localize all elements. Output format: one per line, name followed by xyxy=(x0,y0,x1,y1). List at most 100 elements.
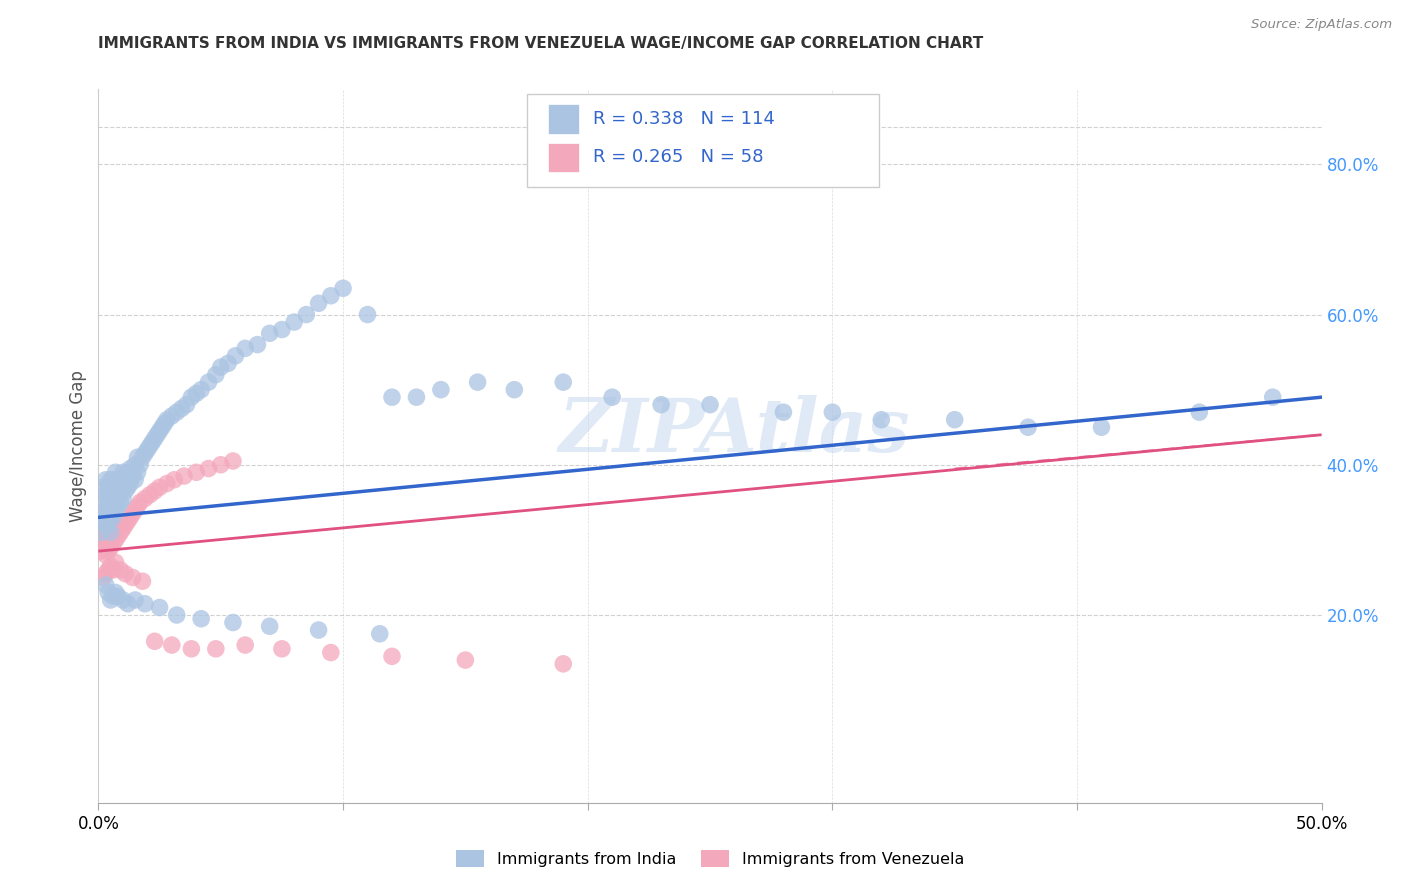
Point xyxy=(503,383,526,397)
Point xyxy=(381,390,404,404)
Point xyxy=(111,491,134,506)
Point xyxy=(94,578,117,592)
Text: ZIPAtlas: ZIPAtlas xyxy=(558,395,910,468)
Point xyxy=(94,488,117,502)
Point xyxy=(100,473,122,487)
Point xyxy=(772,405,794,419)
Point xyxy=(100,510,122,524)
Point xyxy=(120,461,142,475)
Point xyxy=(101,563,124,577)
Point xyxy=(90,510,112,524)
Point xyxy=(131,450,153,465)
Point xyxy=(104,503,127,517)
Point xyxy=(943,413,966,427)
Point xyxy=(430,383,453,397)
Point xyxy=(134,446,156,460)
Point xyxy=(91,495,114,509)
Point xyxy=(90,525,112,540)
Point xyxy=(114,566,136,581)
Point xyxy=(97,503,120,517)
Point xyxy=(143,634,166,648)
Point xyxy=(91,525,114,540)
Y-axis label: Wage/Income Gap: Wage/Income Gap xyxy=(69,370,87,522)
Point xyxy=(222,454,245,468)
Point xyxy=(295,308,318,322)
Point xyxy=(270,641,294,656)
Point xyxy=(1261,390,1284,404)
Point xyxy=(224,349,246,363)
Point xyxy=(91,510,114,524)
Point xyxy=(205,641,228,656)
Point xyxy=(143,432,166,446)
Point xyxy=(381,649,404,664)
Text: IMMIGRANTS FROM INDIA VS IMMIGRANTS FROM VENEZUELA WAGE/INCOME GAP CORRELATION C: IMMIGRANTS FROM INDIA VS IMMIGRANTS FROM… xyxy=(98,36,984,51)
Point xyxy=(100,541,122,555)
Point xyxy=(101,525,124,540)
Point xyxy=(124,503,146,517)
Point xyxy=(97,585,120,599)
Point xyxy=(111,593,134,607)
Point xyxy=(149,480,172,494)
Point xyxy=(101,499,124,513)
Point xyxy=(91,480,114,494)
Point xyxy=(91,536,114,550)
Point xyxy=(100,488,122,502)
Point xyxy=(190,612,212,626)
Point xyxy=(405,390,427,404)
Point xyxy=(97,563,120,577)
Point xyxy=(104,522,127,536)
Point xyxy=(553,657,575,671)
Point xyxy=(117,465,139,479)
Point xyxy=(121,507,143,521)
Point xyxy=(1090,420,1112,434)
Point xyxy=(127,450,149,465)
Point xyxy=(131,574,153,589)
Point xyxy=(100,559,122,574)
Point xyxy=(166,607,188,622)
Point xyxy=(111,522,134,536)
Point xyxy=(209,360,232,375)
Point xyxy=(117,480,139,494)
Point xyxy=(180,390,202,404)
Point xyxy=(124,593,146,607)
Point xyxy=(97,517,120,532)
Point xyxy=(143,484,166,499)
Point xyxy=(368,627,391,641)
Point xyxy=(100,533,122,547)
Point xyxy=(97,533,120,547)
Point xyxy=(146,427,169,442)
Point xyxy=(186,465,208,479)
Point xyxy=(283,315,305,329)
Point xyxy=(190,383,212,397)
Point xyxy=(129,458,152,472)
Point xyxy=(110,473,132,487)
Point xyxy=(600,390,623,404)
Point xyxy=(319,289,342,303)
Point xyxy=(233,638,256,652)
Point xyxy=(186,386,208,401)
Point xyxy=(104,491,127,506)
Point xyxy=(124,473,146,487)
Point xyxy=(149,424,172,438)
Point xyxy=(319,646,342,660)
Point xyxy=(91,570,114,584)
Point xyxy=(100,525,122,540)
Point xyxy=(124,458,146,472)
Point xyxy=(308,623,330,637)
Point xyxy=(94,503,117,517)
Point xyxy=(110,495,132,509)
Point xyxy=(205,368,228,382)
Point xyxy=(170,401,193,416)
Point xyxy=(121,469,143,483)
Point xyxy=(104,585,127,599)
Point xyxy=(104,556,127,570)
Point xyxy=(136,442,159,457)
Point xyxy=(160,638,183,652)
Point xyxy=(209,458,232,472)
Point xyxy=(111,465,134,479)
Point xyxy=(821,405,844,419)
Point xyxy=(197,375,219,389)
Point xyxy=(176,398,198,412)
Point xyxy=(150,420,173,434)
Point xyxy=(160,409,183,423)
